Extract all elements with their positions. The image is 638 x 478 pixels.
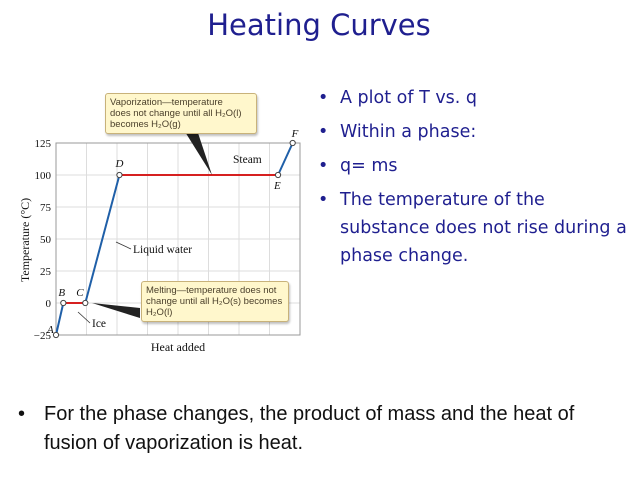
- point-label: C: [76, 287, 84, 299]
- footer-note: • For the phase changes, the product of …: [18, 400, 628, 458]
- curve-point-E: [274, 171, 282, 179]
- y-tick-labels: 125 100 75 50 25 0 −25: [34, 138, 52, 342]
- melting-callout-line: Melting—temperature does not: [146, 285, 277, 296]
- footer-bullet: •: [18, 403, 26, 425]
- y-tick-label: 50: [40, 234, 52, 246]
- phase-label-steam: Steam: [233, 154, 262, 166]
- curve-point-F: [289, 139, 296, 147]
- curve-point-C: [82, 299, 89, 307]
- point-label: D: [114, 158, 123, 170]
- point-label: E: [273, 180, 281, 192]
- phase-label-liquid: Liquid water: [133, 244, 192, 256]
- point-label: B: [58, 287, 65, 299]
- heating-segment: [84, 174, 121, 304]
- phase-label-ice: Ice: [92, 318, 106, 330]
- y-tick-label: 0: [46, 298, 52, 310]
- vaporization-callout-pointer: [182, 127, 212, 175]
- vaporization-callout-line: Vaporization—temperature: [110, 97, 223, 108]
- melting-callout-line: H₂O(l): [146, 307, 173, 318]
- curve-point-B: [60, 299, 67, 307]
- footer-text: For the phase changes, the product of ma…: [44, 403, 575, 454]
- y-tick-label: 100: [35, 170, 52, 182]
- curve-point-D: [116, 171, 123, 179]
- ice-leader-line: [77, 311, 91, 324]
- melting-callout-line: change until all H₂O(s) becomes: [146, 296, 283, 307]
- y-tick-label: 75: [40, 202, 52, 214]
- melting-callout: Melting—temperature does not change unti…: [141, 281, 289, 322]
- bullet-item: Within a phase:: [316, 118, 636, 146]
- curve-point-A: [52, 331, 60, 339]
- bullet-item: q= ms: [316, 152, 636, 180]
- bullet-list: A plot of T vs. q Within a phase: q= ms …: [316, 84, 636, 276]
- point-labels: A B C D E F: [46, 128, 299, 336]
- bullet-item: The temperature of the substance does no…: [316, 186, 636, 270]
- heating-segment: [55, 302, 65, 336]
- liquid-leader-line: [115, 241, 132, 250]
- y-tick-label: 25: [40, 266, 52, 278]
- point-label: A: [46, 324, 54, 336]
- slide-title: Heating Curves: [207, 8, 431, 42]
- point-label: F: [291, 128, 299, 140]
- melting-callout-pointer: [92, 303, 140, 318]
- x-axis-label: Heat added: [151, 340, 205, 354]
- y-tick-label: −25: [34, 330, 52, 342]
- heating-segment: [277, 142, 294, 176]
- y-tick-label: 125: [35, 138, 52, 150]
- vaporization-callout-line: does not change until all H₂O(l): [110, 108, 242, 119]
- y-axis-label: Temperature (°C): [18, 198, 32, 282]
- bullet-item: A plot of T vs. q: [316, 84, 636, 112]
- heating-curve-series: [52, 139, 296, 339]
- plot-frame: [55, 142, 301, 336]
- vaporization-callout: Vaporization—temperature does not change…: [105, 93, 257, 134]
- vaporization-callout-line: becomes H₂O(g): [110, 119, 181, 130]
